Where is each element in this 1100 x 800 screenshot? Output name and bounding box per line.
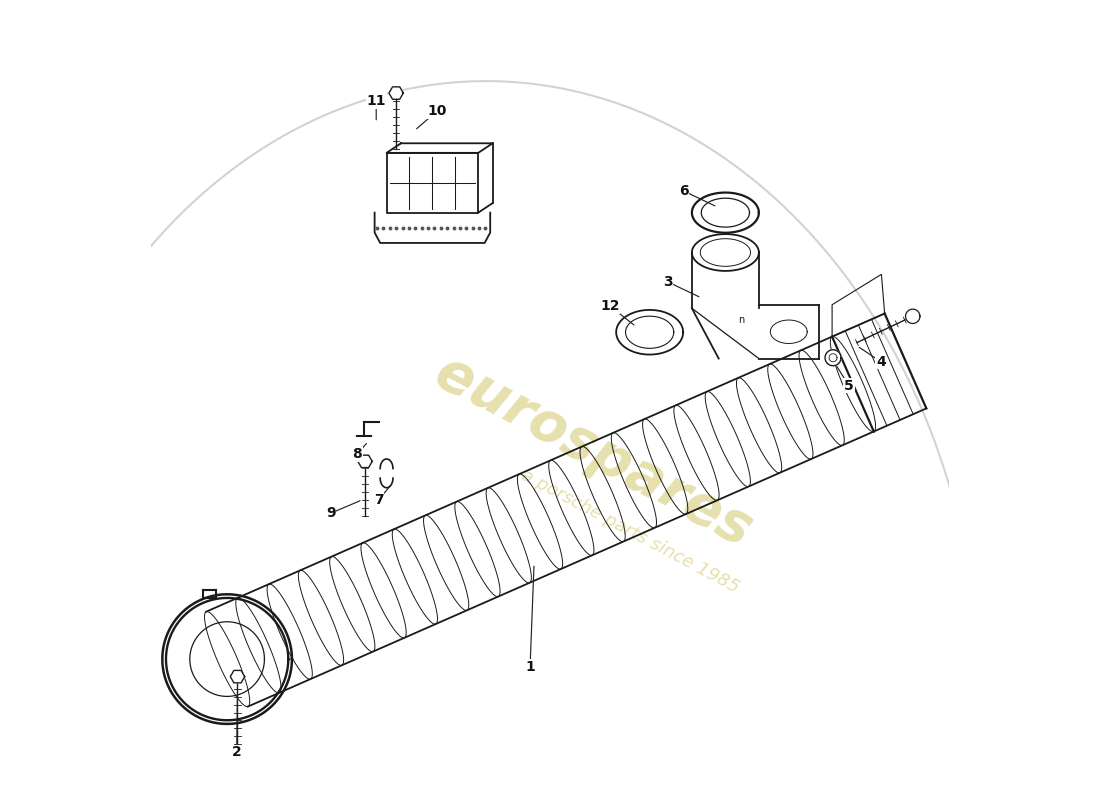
Text: eurospares: eurospares [427,346,761,558]
Text: 1: 1 [525,660,535,674]
Polygon shape [905,309,920,323]
Polygon shape [230,670,244,683]
Text: 6: 6 [679,184,689,198]
Polygon shape [389,87,404,99]
Text: a porsche parts since 1985: a porsche parts since 1985 [518,466,741,597]
Text: 10: 10 [427,105,447,118]
Polygon shape [358,455,372,467]
Text: n: n [738,315,745,326]
Text: 2: 2 [232,746,242,759]
Text: 12: 12 [600,299,619,313]
Text: 7: 7 [374,493,384,506]
Text: 4: 4 [876,354,886,369]
Text: 9: 9 [326,506,336,520]
Polygon shape [825,350,842,366]
Text: 3: 3 [663,275,673,289]
Text: 5: 5 [844,378,854,393]
Text: 11: 11 [366,94,386,108]
Text: 8: 8 [352,447,362,462]
